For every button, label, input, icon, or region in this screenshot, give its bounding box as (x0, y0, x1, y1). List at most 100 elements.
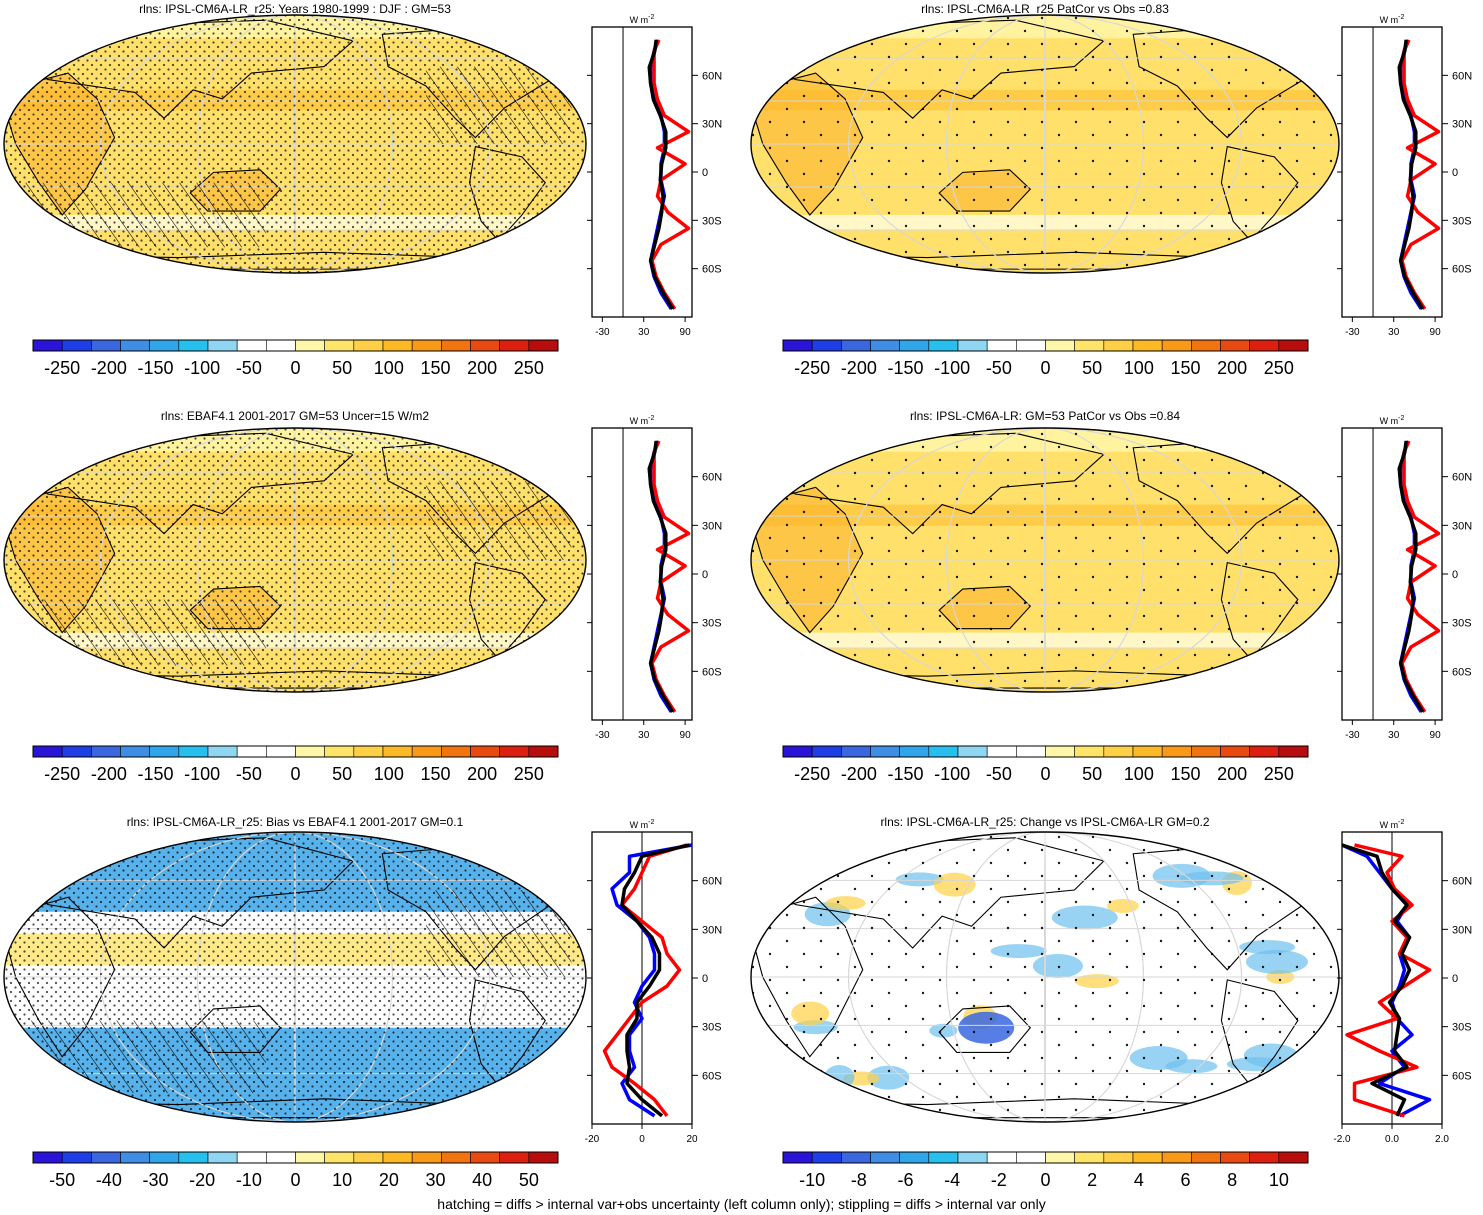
map-border (3, 14, 587, 274)
colorbar-swatch (295, 745, 325, 758)
colorbar-swatch (1016, 339, 1046, 352)
colorbar-swatch (899, 1151, 930, 1164)
colorbar-label: 100 (1124, 764, 1154, 784)
colorbar-label: 0 (1040, 1170, 1050, 1190)
panel-p5: rlns: IPSL-CM6A-LR_r25: Bias vs EBAF4.1 … (3, 815, 722, 1190)
colorbar-label: 250 (514, 358, 544, 378)
zonal-unit-label: W m-2 (630, 819, 655, 830)
colorbar-swatch (986, 745, 1017, 758)
zonal-lat-label: 60N (702, 70, 722, 82)
colorbar-swatch (120, 1151, 150, 1164)
colorbar-swatch (120, 745, 150, 758)
colorbar-label: -100 (184, 358, 220, 378)
figure-footnote: hatching = diffs > internal var+obs unce… (437, 1196, 1046, 1212)
zonal-mean-plot: W m-2 -2.0 0.0 2.0 60N 30N 0 30S 60S (1333, 819, 1472, 1145)
map-projection (4, 832, 586, 1122)
colorbar-swatch (1074, 1151, 1105, 1164)
colorbar-swatch (91, 745, 121, 758)
zonal-lat-label: 60N (1452, 472, 1472, 484)
zonal-x-tick-label: -20 (585, 1134, 600, 1145)
colorbar-label: 250 (1264, 358, 1294, 378)
colorbar-label: -2 (991, 1170, 1007, 1190)
colorbar-swatch (149, 745, 180, 758)
colorbar-swatch (470, 745, 500, 758)
colorbar-frame (32, 339, 559, 352)
zonal-line-mean (620, 843, 690, 1118)
colorbar-label: -40 (96, 1170, 122, 1190)
colorbar-swatch (1161, 1151, 1192, 1164)
zonal-unit-label: W m-2 (630, 415, 655, 426)
zonal-frame (1341, 427, 1443, 721)
hatching-northern (425, 890, 572, 977)
colorbar-label: 4 (1134, 1170, 1144, 1190)
colorbar-swatch (1220, 339, 1250, 352)
zonal-lat-label: 60N (1452, 876, 1472, 888)
colorbar-swatch (1132, 745, 1163, 758)
colorbar-label: 0 (1040, 358, 1050, 378)
colorbar-label: 8 (1227, 1170, 1237, 1190)
colorbar-label: 100 (374, 358, 404, 378)
zonal-lat-label: 60S (702, 1070, 722, 1082)
colorbar-label: 100 (374, 764, 404, 784)
zonal-line-mean (1397, 39, 1425, 310)
map-projection (4, 15, 586, 273)
map-border (3, 427, 587, 693)
colorbar-swatch (32, 745, 63, 758)
colorbar-label: 10 (332, 1170, 352, 1190)
zonal-unit-label: W m-2 (1380, 14, 1405, 25)
colorbar-swatch (1191, 1151, 1221, 1164)
colorbar-swatch (957, 1151, 988, 1164)
colorbar-label: 50 (1082, 358, 1102, 378)
colorbar-swatch (499, 339, 530, 352)
colorbar-swatch (1278, 745, 1309, 758)
colorbar-swatch (811, 1151, 842, 1164)
zonal-x-tick-label: 30 (638, 730, 650, 741)
zonal-lat-label: 30N (1452, 119, 1472, 131)
colorbar-label: 150 (420, 358, 450, 378)
colorbar-swatch (528, 1151, 559, 1164)
colorbar: -250 -200 -150 -100 -50 0 50 100 150 200 250 (32, 745, 559, 784)
colorbar-swatch (1278, 339, 1309, 352)
colorbar-swatch (928, 339, 959, 352)
colorbar-swatch (1045, 1151, 1075, 1164)
colorbar-swatch (1103, 1151, 1134, 1164)
zonal-lat-label: 0 (702, 973, 708, 985)
colorbar-label: -100 (934, 358, 970, 378)
zonal-line-mean (1397, 440, 1425, 713)
colorbar-label: -200 (91, 764, 127, 784)
colorbar-label: -200 (91, 358, 127, 378)
zonal-x-tick-label: 20 (686, 1134, 698, 1145)
panel-title: rlns: IPSL-CM6A-LR_r25 PatCor vs Obs =0.… (921, 2, 1169, 16)
panel-title: rlns: IPSL-CM6A-LR_r25: Bias vs EBAF4.1 … (127, 815, 464, 829)
colorbar-frame (32, 745, 559, 758)
zonal-lat-label: 0 (702, 569, 708, 581)
colorbar-swatch (382, 1151, 413, 1164)
colorbar-swatch (382, 339, 413, 352)
colorbar-swatch (441, 745, 471, 758)
colorbar-swatch (1132, 1151, 1163, 1164)
colorbar-frame (782, 1151, 1309, 1164)
zonal-mean-plot: W m-2 -30 30 90 60N 30N 0 30S 60S (587, 14, 722, 338)
colorbar: -250 -200 -150 -100 -50 0 50 100 150 200 250 (782, 339, 1309, 378)
colorbar-label: -50 (236, 764, 262, 784)
colorbar-swatch (236, 745, 267, 758)
colorbar-swatch (324, 339, 355, 352)
colorbar-frame (782, 339, 1309, 352)
colorbar-swatch (899, 745, 930, 758)
colorbar-label: 50 (1082, 764, 1102, 784)
colorbar-swatch (295, 1151, 325, 1164)
colorbar-swatch (411, 745, 442, 758)
colorbar-label: 6 (1180, 1170, 1190, 1190)
zonal-x-tick-label: 90 (680, 730, 692, 741)
colorbar-swatch (928, 1151, 959, 1164)
colorbar-swatch (353, 339, 384, 352)
zonal-lat-label: 30N (1452, 924, 1472, 936)
colorbar-swatch (266, 1151, 296, 1164)
colorbar-swatch (1045, 339, 1075, 352)
zonal-lat-label: 30N (702, 520, 722, 532)
map-projection (4, 428, 586, 692)
zonal-x-tick-label: 90 (1430, 327, 1442, 338)
panel-p1: rlns: IPSL-CM6A-LR_r25: Years 1980-1999 … (3, 2, 722, 378)
colorbar-label: 50 (332, 358, 352, 378)
colorbar-label: -10 (236, 1170, 262, 1190)
